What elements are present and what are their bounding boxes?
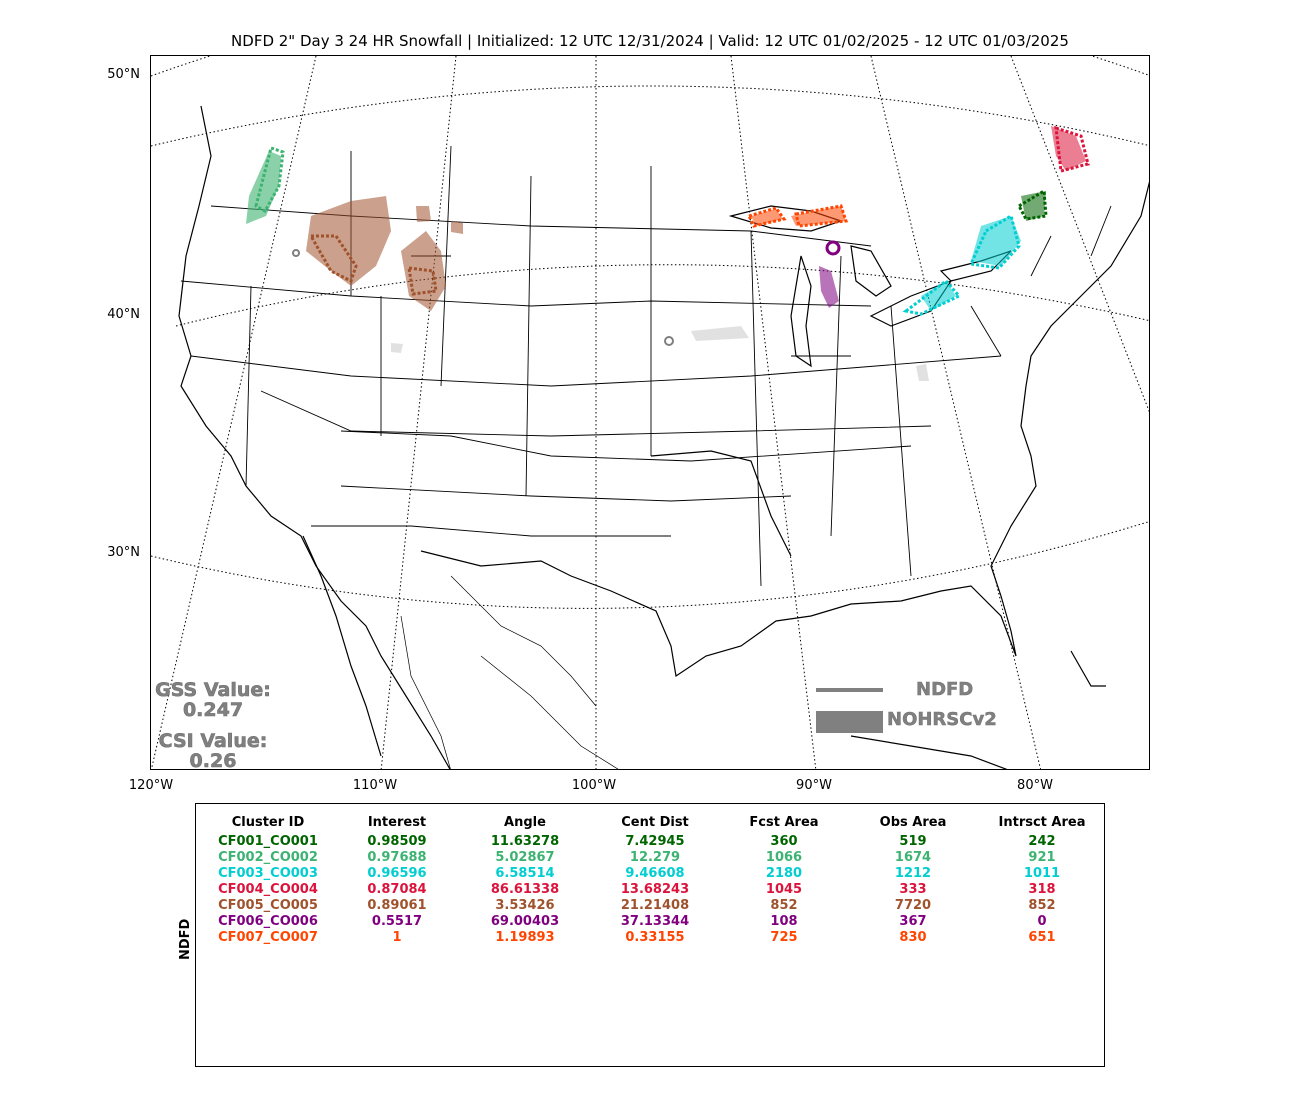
table-header-0: Cluster ID: [231, 815, 305, 830]
table-cell: 725: [770, 930, 798, 945]
table-cell: CF005_CO005: [218, 898, 318, 913]
table-cell: CF001_CO001: [218, 834, 318, 849]
coastline: [178, 105, 1149, 769]
table-cell: 1674: [894, 850, 932, 865]
lon-label-120w: 120°W: [128, 778, 174, 793]
table-cell: 37.13344: [620, 914, 690, 929]
table-cell: 86.61338: [490, 882, 560, 897]
lon-label-100w: 100°W: [571, 778, 617, 793]
state-borders: [180, 145, 1112, 587]
table-cell: 1.19893: [495, 930, 555, 945]
table-cell: 318: [1028, 882, 1056, 897]
table-cell: 3.53426: [495, 898, 555, 913]
table-cell: 6.58514: [495, 866, 555, 881]
table-cell: CF002_CO002: [218, 850, 318, 865]
table-cell: 0.98509: [367, 834, 427, 849]
table-cell: 360: [770, 834, 798, 849]
table-cell: 9.46608: [625, 866, 685, 881]
lon-label-110w: 110°W: [352, 778, 398, 793]
mexico-borders: [400, 575, 619, 769]
table-cell: 1212: [894, 866, 932, 881]
table-cell: 1045: [765, 882, 803, 897]
gss-value: 0.247: [182, 699, 244, 722]
table-cell: 0.33155: [625, 930, 685, 945]
table-cell: 2180: [765, 866, 803, 881]
lat-label-50n: 50°N: [107, 67, 140, 82]
table-header-2: Angle: [504, 815, 546, 830]
lon-label-90w: 90°W: [796, 778, 832, 793]
table-cell: 1: [392, 930, 402, 945]
table-header-5: Obs Area: [879, 815, 947, 830]
great-lakes: [728, 205, 1012, 368]
table-cell: 1066: [765, 850, 803, 865]
table-cell: CF007_CO007: [218, 930, 318, 945]
graticule: [151, 56, 1149, 769]
table-cell: 651: [1028, 930, 1056, 945]
us-snowfall-map: [151, 56, 1149, 769]
table-cell: 0.96596: [367, 866, 427, 881]
table-cell: 11.63278: [490, 834, 560, 849]
figure-title: NDFD 2" Day 3 24 HR Snowfall | Initializ…: [231, 32, 1069, 50]
forecast-outlines: [254, 125, 1090, 346]
lat-label-40n: 40°N: [107, 307, 140, 322]
lat-label-30n: 30°N: [107, 545, 140, 560]
table-header-6: Intrsct Area: [998, 815, 1086, 830]
table-cell: 13.68243: [620, 882, 690, 897]
table-cell: CF006_CO006: [218, 914, 318, 929]
table-cell: 852: [1028, 898, 1056, 913]
lon-label-80w: 80°W: [1017, 778, 1053, 793]
gss-label: GSS Value:: [155, 679, 271, 702]
table-cell: CF003_CO003: [218, 866, 318, 881]
table-cell: 1011: [1023, 866, 1061, 881]
table-cell: 12.279: [629, 850, 681, 865]
table-cell: 367: [899, 914, 927, 929]
table-cell: 242: [1028, 834, 1056, 849]
table-cell: 5.02867: [495, 850, 555, 865]
cluster-stats-table: [195, 803, 1105, 1067]
table-cell: 0.5517: [371, 914, 423, 929]
table-cell: 7.42945: [625, 834, 685, 849]
table-cell: CF004_CO004: [218, 882, 318, 897]
table-cell: 333: [899, 882, 927, 897]
legend-ndfd-label: NDFD: [916, 679, 974, 701]
table-y-label: NDFD: [178, 918, 193, 960]
table-cell: 108: [770, 914, 798, 929]
table-cell: 0.87084: [367, 882, 427, 897]
csi-value: 0.26: [189, 750, 237, 773]
table-cell: 0: [1037, 914, 1047, 929]
table-cell: 7720: [894, 898, 932, 913]
table-cell: 21.21408: [620, 898, 690, 913]
table-cell: 0.97688: [367, 850, 427, 865]
table-header-4: Fcst Area: [749, 815, 819, 830]
legend-fill-swatch: [816, 711, 883, 733]
map-panel: [150, 55, 1150, 770]
table-cell: 830: [899, 930, 927, 945]
csi-label: CSI Value:: [158, 730, 268, 753]
legend-nohrsc-label: NOHRSCv2: [887, 709, 997, 731]
table-header-1: Interest: [367, 815, 427, 830]
table-cell: 921: [1028, 850, 1056, 865]
table-cell: 0.89061: [367, 898, 427, 913]
table-cell: 69.00403: [490, 914, 560, 929]
table-cell: 852: [770, 898, 798, 913]
table-cell: 519: [899, 834, 927, 849]
table-header-3: Cent Dist: [621, 815, 689, 830]
